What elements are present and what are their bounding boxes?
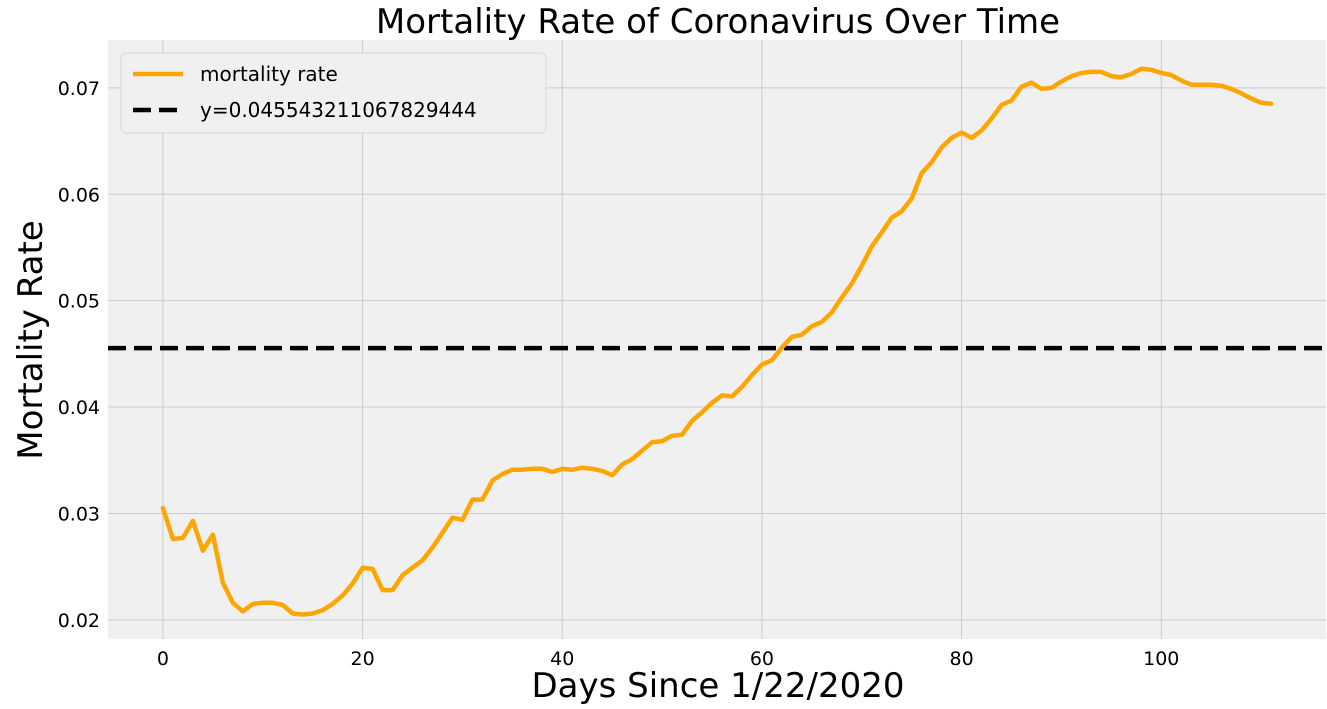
x-tick-label: 40	[550, 648, 574, 670]
series-lines	[108, 66, 1326, 617]
x-tick-label: 60	[750, 648, 774, 670]
y-tick-label: 0.03	[58, 503, 100, 525]
legend-label-mortality-rate: mortality rate	[200, 62, 338, 86]
y-tick-label: 0.07	[58, 78, 100, 100]
y-tick-label: 0.04	[58, 397, 100, 419]
y-axis-label: Mortality Rate	[11, 220, 51, 459]
y-tick-label: 0.06	[58, 184, 100, 206]
legend-label-mean-line: y=0.045543211067829444	[200, 98, 477, 122]
legend: mortality rate y=0.045543211067829444	[120, 52, 547, 134]
grid-lines	[108, 40, 1326, 639]
chart-title: Mortality Rate of Coronavirus Over Time	[376, 2, 1060, 42]
mortality-rate-line	[160, 66, 1274, 617]
x-axis-label: Days Since 1/22/2020	[532, 666, 905, 706]
y-tick-label: 0.05	[58, 291, 100, 313]
x-tick-label: 0	[157, 648, 169, 670]
y-tick-label: 0.02	[58, 610, 100, 632]
x-tick-label: 100	[1143, 648, 1179, 670]
plot-background	[108, 40, 1326, 639]
tick-labels: 0 20 40 60 80 100 0.02 0.03 0.04 0.05 0.06 0.07	[58, 78, 1180, 670]
x-tick-label: 80	[950, 648, 974, 670]
legend-box	[120, 52, 547, 134]
x-tick-label: 20	[350, 648, 374, 670]
